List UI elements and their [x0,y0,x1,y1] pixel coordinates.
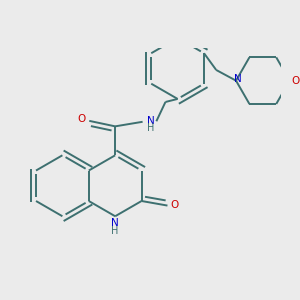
Text: N: N [147,116,155,126]
Text: O: O [291,76,300,85]
Text: O: O [171,200,179,210]
Text: N: N [111,218,119,228]
Text: O: O [78,114,86,124]
Text: N: N [234,74,242,83]
Text: H: H [147,123,155,134]
Text: H: H [112,226,119,236]
